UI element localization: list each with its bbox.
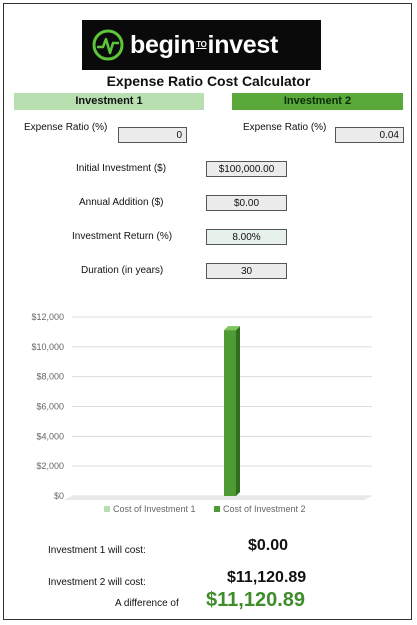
y-tick-label: $8,000 [36, 372, 64, 382]
bar-2 [224, 330, 236, 496]
logo-heartbeat-icon [92, 29, 124, 61]
duration-label: Duration (in years) [81, 265, 164, 276]
logo-text-invest: invest [207, 30, 279, 59]
annual-addition-field[interactable]: $0.00 [206, 195, 287, 211]
logo: begin TO invest [82, 20, 321, 70]
initial-investment-label: Initial Investment ($) [76, 163, 167, 174]
legend-label-1: Cost of Investment 1 [113, 504, 196, 514]
investment-2-header: Investment 2 [232, 93, 403, 110]
investment-return-label: Investment Return (%) [72, 231, 173, 242]
logo-text-to: TO [196, 39, 207, 49]
investment-1-cost-value: $0.00 [248, 537, 289, 554]
y-tick-label: $12,000 [31, 312, 64, 322]
investment-1-cost-label: Investment 1 will cost: [48, 545, 146, 556]
investment-1-expense-ratio-field[interactable]: 0 [118, 127, 187, 143]
difference-value: $11,120.89 [206, 589, 305, 611]
y-tick-label: $10,000 [31, 342, 64, 352]
investment-return-field[interactable]: 8.00% [206, 229, 287, 245]
bar-side-2 [236, 326, 240, 496]
legend-swatch-2 [214, 506, 220, 512]
y-tick-label: $2,000 [36, 461, 64, 471]
investment-2-expense-ratio-field[interactable]: 0.04 [335, 127, 404, 143]
y-tick-label: $4,000 [36, 431, 64, 441]
logo-wordmark: begin TO invest [130, 31, 278, 60]
chart-floor [64, 496, 372, 500]
investment-1-header: Investment 1 [14, 93, 204, 110]
page-title: Expense Ratio Cost Calculator [106, 73, 311, 89]
logo-text-begin: begin [130, 30, 196, 59]
legend-label-2: Cost of Investment 2 [223, 504, 306, 514]
y-tick-label: $0 [54, 491, 64, 501]
cost-chart: $0 $2,000 $4,000 $6,000 $8,000 $10,000 $12,000… [31, 312, 372, 514]
legend-swatch-1 [104, 506, 110, 512]
investment-2-expense-ratio-label: Expense Ratio (%) [243, 122, 327, 133]
investment-2-cost-value: $11,120.89 [227, 569, 307, 586]
annual-addition-label: Annual Addition ($) [79, 197, 164, 208]
investment-2-cost-label: Investment 2 will cost: [48, 577, 146, 588]
difference-label: A difference of [115, 598, 179, 609]
bar-top-2 [224, 326, 240, 331]
initial-investment-field[interactable]: $100,000.00 [206, 161, 287, 177]
duration-field[interactable]: 30 [206, 263, 287, 279]
investment-1-expense-ratio-label: Expense Ratio (%) [24, 122, 108, 133]
y-tick-label: $6,000 [36, 402, 64, 412]
calculator-frame [3, 3, 412, 620]
